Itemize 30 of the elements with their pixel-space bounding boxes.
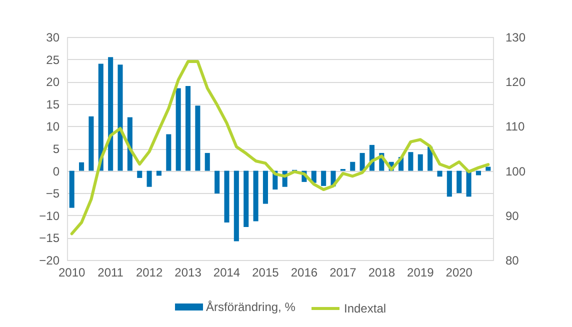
x-tick-label: 2020 <box>446 266 473 280</box>
y-tick-label: 15 <box>46 97 60 112</box>
legend-label: Indextal <box>344 302 386 316</box>
y2-tick-label: 120 <box>506 75 526 90</box>
x-tick-label: 2012 <box>136 266 163 280</box>
y-tick-label: −15 <box>39 231 60 246</box>
x-tick-label: 2014 <box>213 266 240 280</box>
x-tick-label: 2016 <box>290 266 318 280</box>
x-tick-label: 2011 <box>98 266 124 280</box>
y-tick-label: 10 <box>46 120 60 134</box>
y-tick-label: 5 <box>52 142 60 156</box>
x-tick-label: 2018 <box>368 266 396 280</box>
y2-tick-label: 90 <box>506 208 520 223</box>
y-tick-label: 20 <box>46 75 60 90</box>
x-tick-label: 2017 <box>330 266 357 280</box>
y-tick-label: 30 <box>46 30 60 44</box>
y2-tick-label: 100 <box>506 164 526 178</box>
x-tick-label: 2013 <box>174 266 202 280</box>
y2-tick-label: 110 <box>506 120 525 134</box>
x-tick-label: 2015 <box>252 266 280 280</box>
x-tick-label: 2010 <box>58 266 86 280</box>
y2-tick-label: 80 <box>506 254 520 268</box>
y2-tick-label: 130 <box>506 30 526 44</box>
y-tick-label: −10 <box>39 208 60 223</box>
y-tick-label: −5 <box>46 186 60 201</box>
y-tick-label: 0 <box>52 164 60 178</box>
x-tick-label: 2019 <box>407 266 434 280</box>
y-tick-label: −20 <box>39 254 60 268</box>
y-tick-label: 25 <box>46 52 60 67</box>
legend-label: Årsförändring, % <box>206 300 296 314</box>
